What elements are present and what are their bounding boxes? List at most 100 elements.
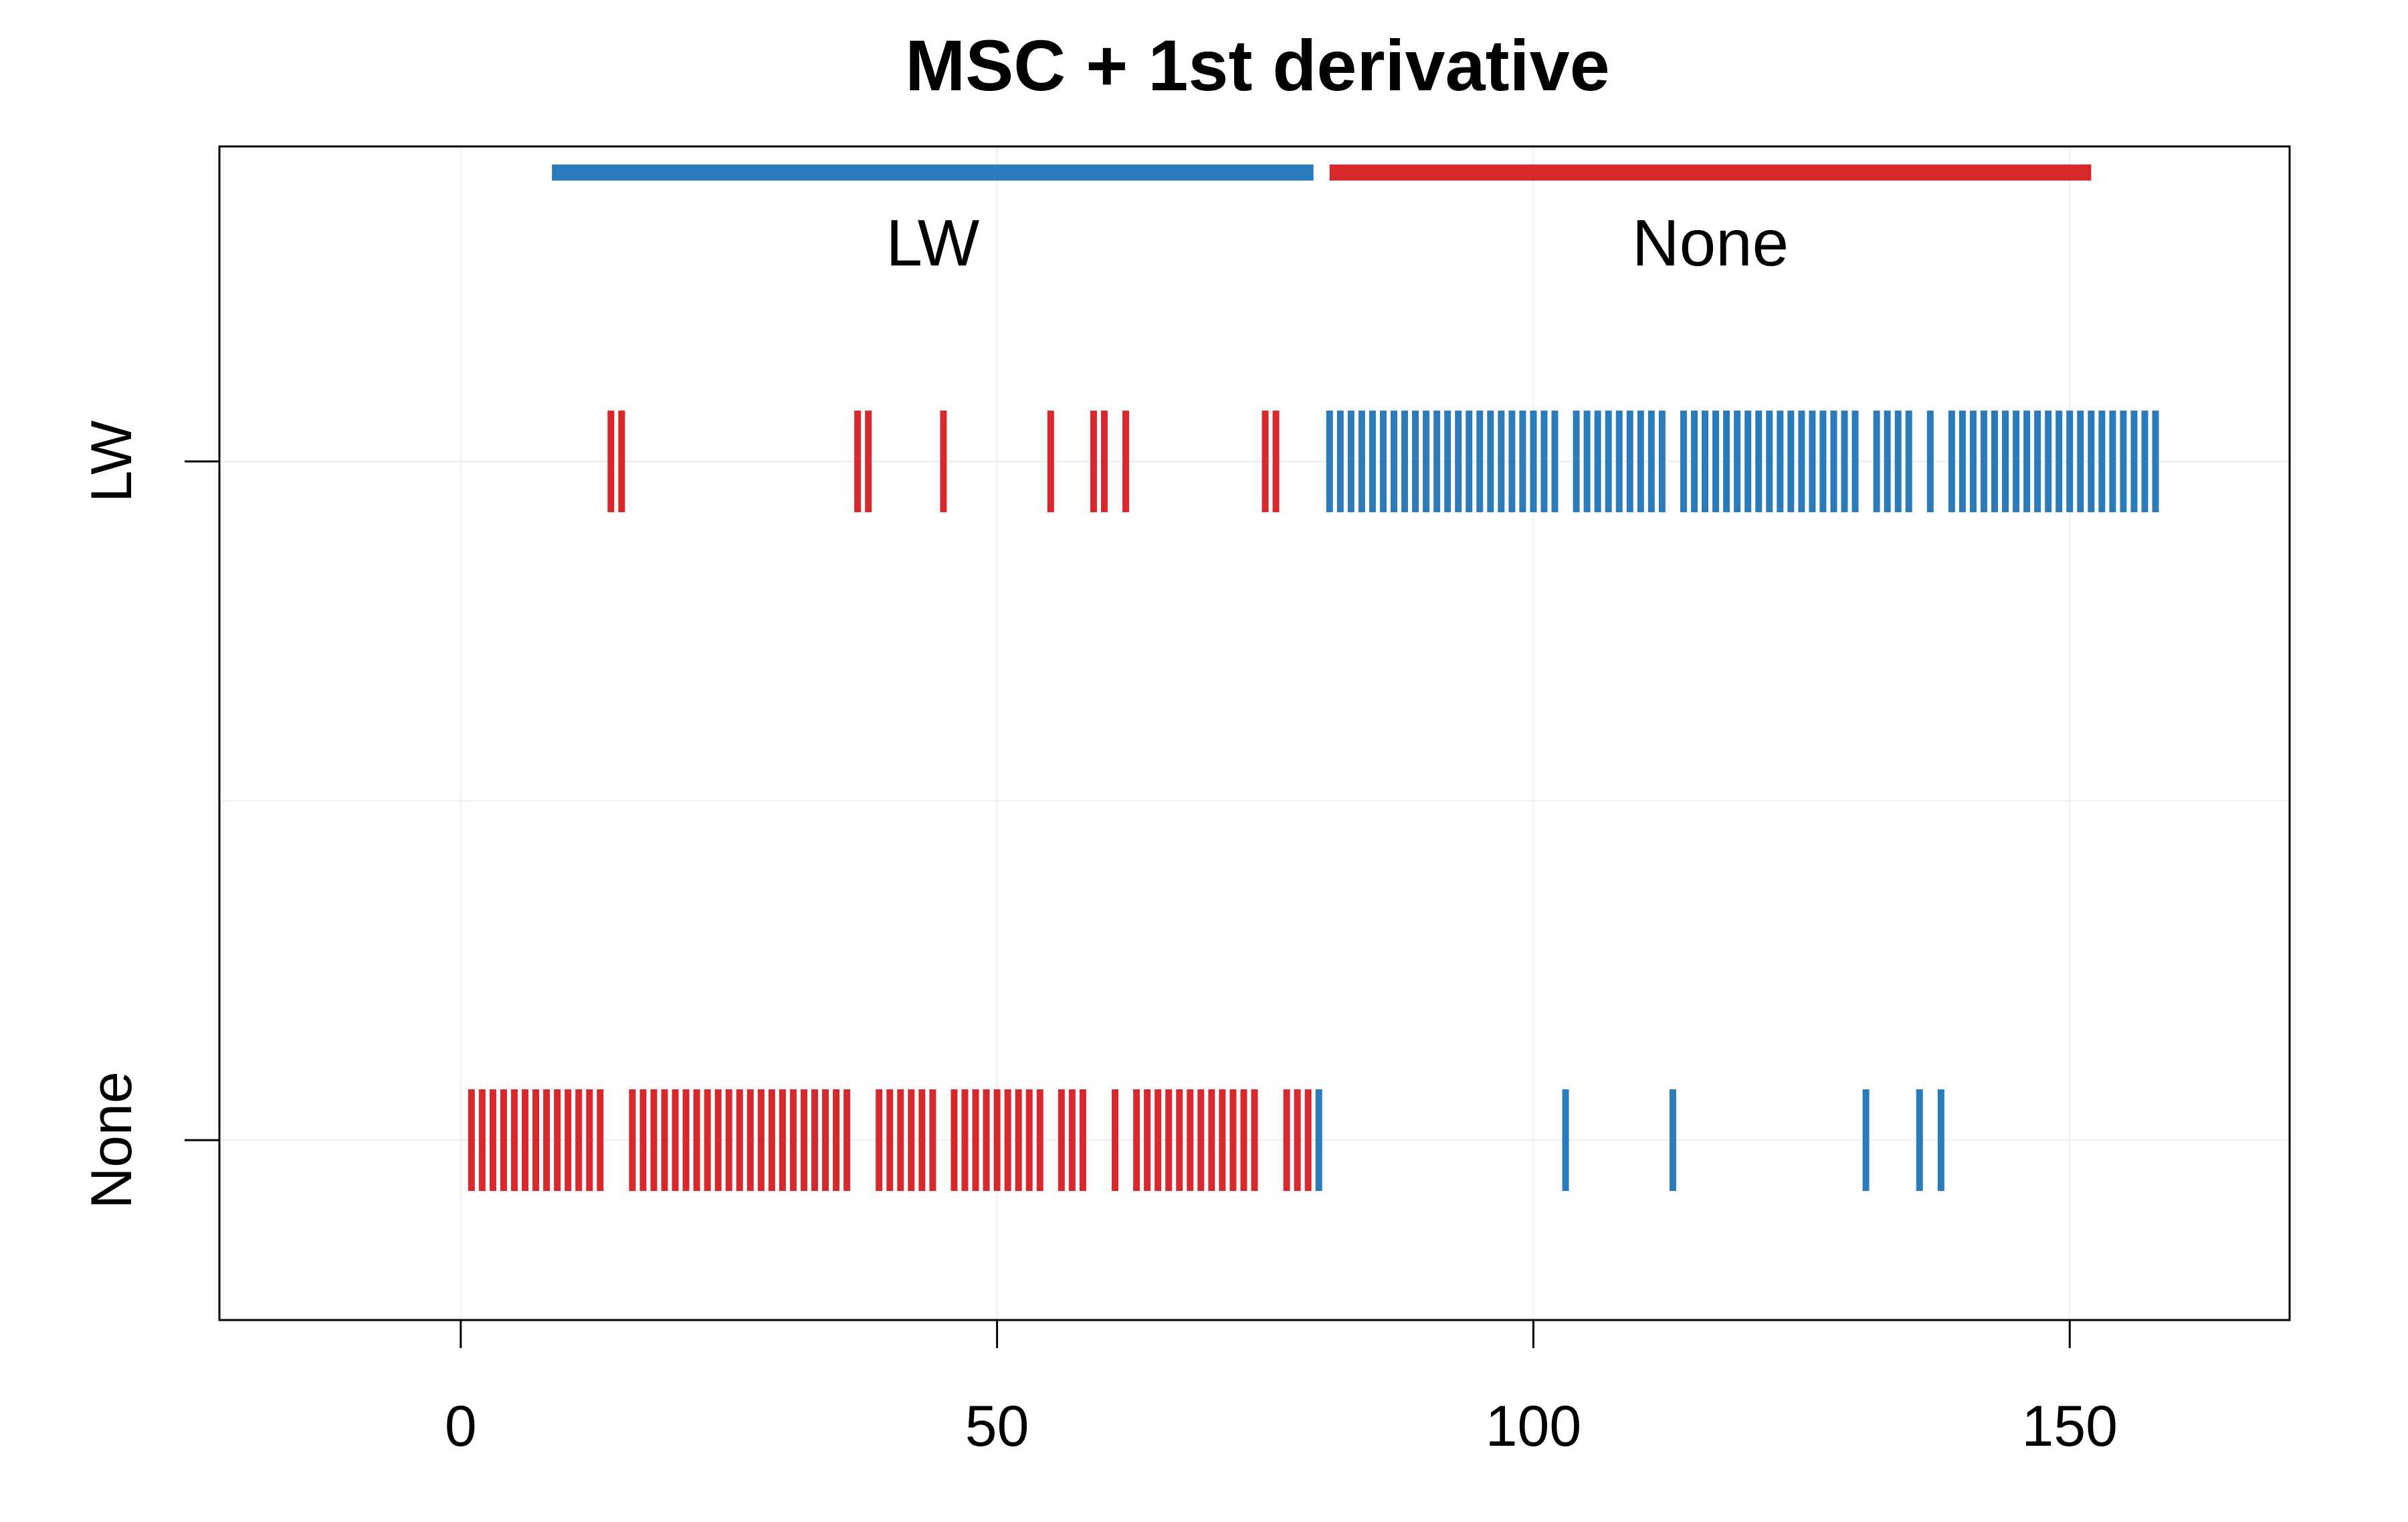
strip-mark xyxy=(704,1089,711,1191)
strip-mark xyxy=(1326,411,1333,512)
strip-mark xyxy=(672,1089,679,1191)
strip-mark xyxy=(800,1089,807,1191)
strip-mark xyxy=(650,1089,658,1191)
strip-mark xyxy=(1433,411,1441,512)
strip-mark xyxy=(950,1089,958,1191)
x-tick-label: 0 xyxy=(445,1394,477,1458)
axes: 0 50 100 150 LW None xyxy=(80,421,2118,1458)
group-label: None xyxy=(1632,206,1789,280)
strip-mark xyxy=(1991,411,1999,512)
strip-mark xyxy=(908,1089,915,1191)
strip-mark xyxy=(918,1089,926,1191)
strip-mark xyxy=(1272,411,1280,512)
strip-mark xyxy=(1358,411,1365,512)
strip-mark xyxy=(618,411,625,512)
strip-mark xyxy=(1444,411,1451,512)
strip-mark xyxy=(2098,411,2106,512)
strip-mark xyxy=(1851,411,1859,512)
strip-mark xyxy=(929,1089,936,1191)
strip-mark xyxy=(629,1089,636,1191)
strip-mark xyxy=(1390,411,1397,512)
strip-mark xyxy=(843,1089,851,1191)
group-bar xyxy=(552,165,1314,181)
strip-mark xyxy=(1830,411,1837,512)
strip-mark xyxy=(1208,1089,1215,1191)
strip-mark xyxy=(1605,411,1612,512)
strip-mark xyxy=(1626,411,1633,512)
chart-title: MSC + 1st derivative xyxy=(905,25,1609,106)
strip-mark xyxy=(607,411,615,512)
strip-mark xyxy=(1819,411,1827,512)
strip-mark xyxy=(1112,1089,1119,1191)
strip-mark xyxy=(1937,1089,1944,1191)
x-tick-label: 100 xyxy=(1486,1394,1582,1458)
strip-mark xyxy=(532,1089,540,1191)
strip-mark xyxy=(1315,1089,1322,1191)
strip-mark xyxy=(1498,411,1505,512)
strip-mark xyxy=(811,1089,819,1191)
strip-mark xyxy=(597,1089,604,1191)
strip-mark xyxy=(693,1089,700,1191)
strip-mark xyxy=(2088,411,2095,512)
strip-mark xyxy=(1744,411,1752,512)
strip-mark xyxy=(1959,411,1966,512)
strip-mark xyxy=(1304,1089,1312,1191)
strip-mark xyxy=(1637,411,1644,512)
strip-mark xyxy=(1723,411,1730,512)
strip-mark xyxy=(1155,1089,1162,1191)
group-bar xyxy=(1329,165,2092,181)
strip-mark xyxy=(876,1089,883,1191)
strip-mark xyxy=(746,1089,754,1191)
strip-mark xyxy=(854,411,862,512)
strip-mark xyxy=(1508,411,1516,512)
strip-mark xyxy=(500,1089,507,1191)
strip-mark xyxy=(714,1089,722,1191)
strip-mark xyxy=(1047,411,1054,512)
x-tick-label: 50 xyxy=(965,1394,1029,1458)
strip-mark xyxy=(1197,1089,1205,1191)
strip-mark xyxy=(1401,411,1409,512)
strip-mark xyxy=(2055,411,2063,512)
strip-mark xyxy=(661,1089,668,1191)
x-tick-label: 150 xyxy=(2022,1394,2118,1458)
strip-mark xyxy=(1905,411,1912,512)
strip-mark xyxy=(1551,411,1559,512)
strip-mark xyxy=(1519,411,1526,512)
strip-mark xyxy=(897,1089,904,1191)
strip-mark xyxy=(1004,1089,1011,1191)
strip-mark xyxy=(468,1089,475,1191)
strip-mark xyxy=(1926,411,1934,512)
strip-mark xyxy=(1455,411,1462,512)
strip-mark xyxy=(2023,411,2031,512)
strip-mark xyxy=(478,1089,486,1191)
strip-mark xyxy=(2034,411,2041,512)
strip-mark xyxy=(1884,411,1891,512)
strip-mark xyxy=(1680,411,1687,512)
strip-mark xyxy=(1647,411,1655,512)
strip-mark xyxy=(554,1089,561,1191)
strip-mark xyxy=(1573,411,1580,512)
strip-mark xyxy=(639,1089,647,1191)
strip-mark xyxy=(983,1089,990,1191)
strip-mark xyxy=(2045,411,2052,512)
strip-mark xyxy=(1412,411,1419,512)
strip-mark xyxy=(1562,1089,1569,1191)
strip-mark xyxy=(1144,1089,1151,1191)
strip-mark xyxy=(886,1089,894,1191)
strip-mark xyxy=(2141,411,2148,512)
strip-mark xyxy=(1466,411,1473,512)
strip-mark xyxy=(1948,411,1955,512)
strip-mark xyxy=(822,1089,829,1191)
strip-mark xyxy=(2152,411,2159,512)
strip-mark xyxy=(1240,1089,1247,1191)
strip-mark xyxy=(940,411,947,512)
strip-mark xyxy=(1079,1089,1086,1191)
group-bars: LW None xyxy=(552,165,2092,280)
strip-mark xyxy=(2077,411,2084,512)
strip-mark xyxy=(1540,411,1548,512)
strip-mark xyxy=(789,1089,797,1191)
strip-mark xyxy=(1755,411,1763,512)
strip-mark xyxy=(1015,1089,1022,1191)
strip-mark xyxy=(1894,411,1902,512)
